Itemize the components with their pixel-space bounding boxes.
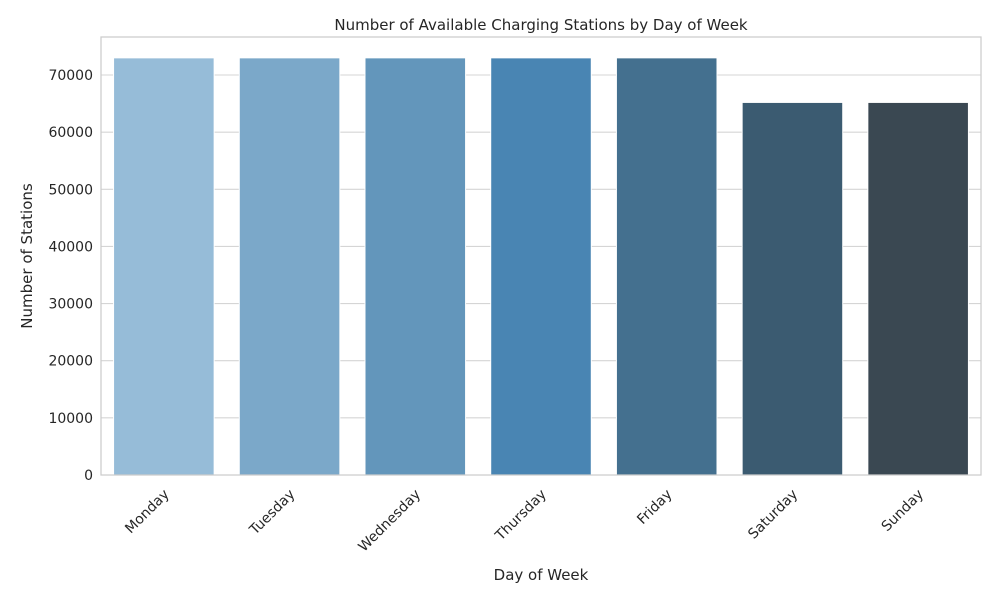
y-tick-labels: 0 10000 20000 30000 40000 50000 60000 70000 — [48, 68, 93, 484]
y-tick-label: 40000 — [48, 239, 93, 255]
chart-title: Number of Available Charging Stations by… — [334, 16, 748, 34]
x-axis-title: Day of Week — [494, 566, 589, 584]
x-tick-label-monday: Monday — [122, 487, 172, 537]
x-tick-label-saturday: Saturday — [745, 487, 801, 543]
x-tick-label-wednesday: Wednesday — [355, 487, 424, 556]
y-tick-label: 20000 — [48, 354, 93, 370]
y-tick-label: 30000 — [48, 297, 93, 313]
x-tick-labels: Monday Tuesday Wednesday Thursday Friday Satu… — [122, 487, 927, 556]
bar-sunday — [867, 101, 969, 476]
bar-friday — [615, 57, 718, 476]
x-tick-label-tuesday: Tuesday — [246, 487, 298, 539]
plot-frame — [100, 36, 982, 476]
x-tick-label-sunday: Sunday — [879, 487, 927, 535]
bar-tuesday — [238, 57, 341, 476]
y-tick-label: 70000 — [48, 68, 93, 84]
bar-thursday — [490, 57, 592, 476]
y-tick-label: 60000 — [48, 125, 93, 141]
x-tick-label-friday: Friday — [634, 487, 675, 528]
y-axis-title: Number of Stations — [18, 183, 36, 329]
x-tick-label-thursday: Thursday — [492, 487, 550, 545]
y-tick-label: 50000 — [48, 182, 93, 198]
y-tick-label: 10000 — [48, 411, 93, 427]
y-tick-label: 0 — [84, 468, 93, 484]
bar-saturday — [741, 101, 844, 476]
bar-wednesday — [364, 57, 467, 476]
bars — [113, 57, 969, 476]
bar-monday — [113, 57, 215, 476]
